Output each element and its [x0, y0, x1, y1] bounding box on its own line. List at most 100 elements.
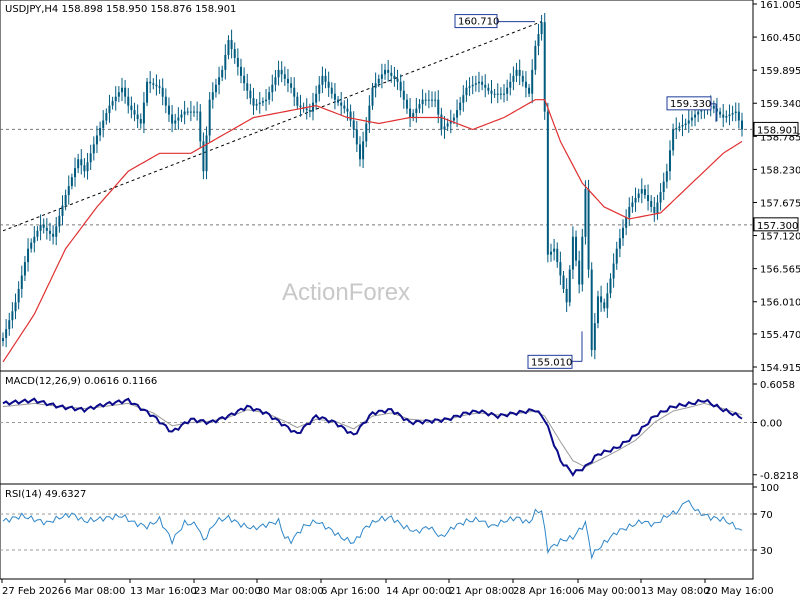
candle-body [515, 69, 518, 76]
candle-body [39, 224, 42, 231]
candle-body [524, 81, 527, 88]
candle-body [340, 102, 343, 106]
candle-body [315, 93, 318, 103]
candle-body [133, 110, 136, 115]
candle-body [249, 90, 252, 99]
price-panel-frame [0, 0, 754, 372]
candle-body [312, 102, 315, 112]
candle-body [606, 293, 609, 309]
candle-body [149, 81, 152, 84]
candle-body [33, 236, 36, 243]
candle-body [496, 93, 499, 95]
candle-body [534, 46, 537, 70]
candle-body [99, 127, 102, 136]
candle-body [293, 87, 296, 97]
candle-body [42, 224, 45, 228]
candle-body [11, 311, 14, 321]
candle-body [45, 227, 48, 231]
rsi-tick-label: 100 [760, 483, 779, 494]
candle-body [155, 84, 158, 87]
candle-body [737, 111, 740, 121]
current-price-box [753, 121, 799, 136]
low-annotation-box [527, 354, 573, 369]
candle-body [36, 230, 39, 237]
time-tick-label: 6 May 00:00 [578, 586, 640, 597]
candle-body [578, 260, 581, 285]
candle-body [199, 111, 202, 142]
candle-body [421, 99, 424, 105]
candle-body [631, 202, 634, 207]
candle-body [224, 54, 227, 70]
candle-body [77, 159, 80, 169]
candle-body [358, 144, 361, 160]
candle-body [377, 78, 380, 84]
candle-body [120, 87, 123, 93]
macd-panel: 0.6058 0.00 -0.8218 MACD(12,26,9) 0.0616 0… [0, 370, 799, 485]
price-tick-label: 155.470 [760, 330, 800, 341]
candle-body [239, 66, 242, 76]
candle-body [409, 108, 412, 118]
candle-body [142, 102, 145, 124]
candle-body [390, 72, 393, 76]
candle-body [443, 126, 446, 130]
candle-body [280, 69, 283, 75]
candle-body [214, 84, 217, 93]
candle-body [308, 110, 311, 112]
candle-body [528, 87, 531, 94]
candle-body [67, 186, 70, 196]
candle-body [136, 114, 139, 120]
candle-body [368, 105, 371, 124]
candle-body [412, 113, 415, 118]
candle-body [440, 114, 443, 130]
candle-body [48, 230, 51, 234]
candle-body [271, 84, 274, 93]
candle-body [171, 114, 174, 124]
price-tick-label: 158.785 [760, 132, 800, 143]
candle-body [546, 111, 549, 255]
candle-body [490, 90, 493, 94]
candle-body [531, 69, 534, 94]
candle-body [687, 120, 690, 124]
candle-body [684, 123, 687, 125]
candle-body [628, 206, 631, 218]
candle-body [189, 111, 192, 113]
candle-body [672, 129, 675, 151]
candle-body [380, 74, 383, 79]
candle-body [643, 189, 646, 196]
candle-body [697, 111, 700, 115]
candle-body [537, 34, 540, 47]
candle-body [321, 75, 324, 85]
candle-body [127, 96, 130, 106]
candle-body [252, 98, 255, 106]
candle-body [371, 87, 374, 106]
candle-body [352, 120, 355, 130]
candle-body [734, 111, 737, 114]
candle-body [462, 95, 465, 103]
candle-body [540, 22, 543, 35]
candle-body [8, 320, 11, 330]
candle-body [274, 77, 277, 85]
candle-body [499, 93, 502, 95]
candle-body [405, 99, 408, 109]
macd-tick-label: 0.6058 [760, 380, 795, 391]
candle-body [193, 111, 196, 113]
candle-body [277, 69, 280, 78]
candle-body [678, 126, 681, 128]
candle-body [152, 83, 155, 85]
rsi-header: RSI(14) 49.6327 [5, 489, 86, 500]
candle-body [503, 93, 506, 95]
high-annotation-box [454, 14, 498, 29]
candle-body [481, 81, 484, 85]
time-tick-label: 14 Apr 00:00 [386, 586, 451, 597]
candle-body [728, 114, 731, 117]
time-tick-label: 21 Apr 08:00 [449, 586, 514, 597]
support-label-box [753, 217, 799, 232]
low-annotation-text: 155.010 [531, 357, 572, 368]
candle-body [493, 93, 496, 95]
candle-body [14, 302, 17, 312]
candle-body [208, 99, 211, 136]
candle-body [715, 108, 718, 112]
candle-body [258, 102, 261, 105]
price-tick-label: 156.565 [760, 265, 800, 276]
